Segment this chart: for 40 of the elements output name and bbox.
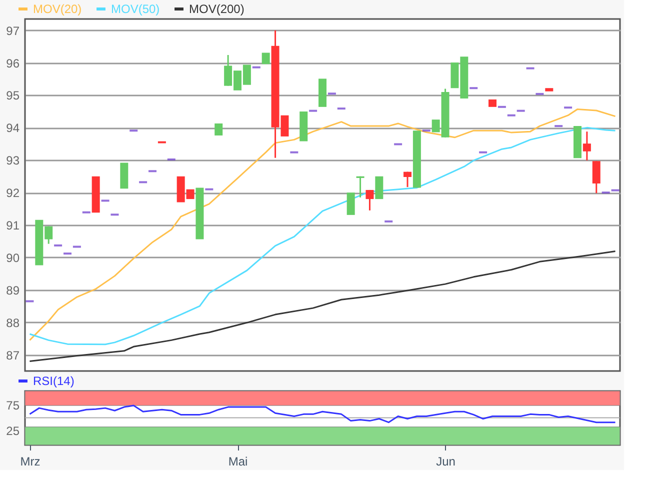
y-tick-label: 89 (6, 283, 20, 298)
y-tick-label: 96 (6, 56, 20, 70)
text: MOV(20) (33, 2, 82, 16)
y-tick-label: 94 (6, 121, 20, 136)
y-tick-label: 92 (6, 186, 20, 200)
candlestick (412, 130, 421, 188)
candlestick (92, 176, 100, 213)
candlestick (356, 176, 364, 198)
y-tick-label: 87 (6, 348, 20, 362)
y-tick-label: 90 (6, 250, 20, 265)
candlestick (592, 160, 600, 194)
y-tick-label: 25 (6, 424, 20, 438)
legend-label: MOV(200) (189, 2, 244, 16)
x-tick-label: Mai (228, 454, 248, 468)
candlestick (120, 162, 128, 189)
line-series (28, 404, 616, 424)
candlestick (366, 189, 374, 212)
candlestick (214, 123, 223, 136)
x-tick-label: Jun (436, 454, 456, 468)
y-tick-label: 93 (6, 154, 20, 168)
candlestick (196, 188, 204, 240)
legend-label: MOV(50) (111, 2, 160, 16)
y-tick-label: 88 (6, 316, 20, 330)
candlestick (582, 130, 591, 162)
candlestick (262, 52, 270, 64)
y-tick-label: 91 (6, 218, 20, 233)
candlestick (488, 99, 496, 107)
candlestick (574, 126, 582, 158)
x-tick-label: Mrz (20, 454, 40, 468)
y-tick-label: 97 (6, 24, 20, 38)
y-tick-label: 95 (6, 88, 20, 103)
y-tick-label: 75 (6, 398, 20, 413)
series-label: RSI(14) (33, 374, 74, 388)
candlestick (545, 88, 554, 92)
line-series (28, 250, 616, 362)
candlestick (346, 192, 355, 215)
candlestick (404, 171, 412, 188)
candlestick (375, 176, 384, 200)
candlestick (300, 111, 308, 142)
candlestick (318, 78, 326, 107)
